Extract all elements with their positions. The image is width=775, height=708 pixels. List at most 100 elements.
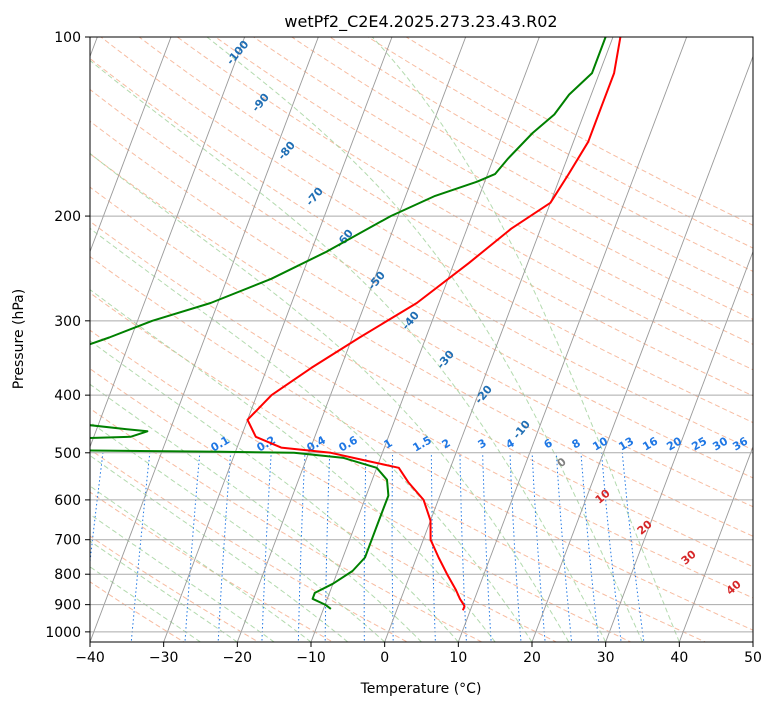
moist-adiabat <box>90 340 459 642</box>
moist-adiabat <box>90 227 533 642</box>
moist-adiabat <box>90 152 570 642</box>
mixing-ratio-line <box>391 452 394 642</box>
dewpoint-line <box>90 37 607 610</box>
axes: −40 −30 −20 −10 0 10 20 30 40 5010020030040050060… <box>45 30 762 666</box>
isotherm-label: 30 <box>679 547 699 567</box>
y-tick-label: 500 <box>54 446 81 462</box>
isotherm-line <box>605 250 753 642</box>
mixing-ratio-line <box>430 452 436 642</box>
isotherm-line <box>457 37 688 642</box>
dry-adiabat <box>90 407 483 642</box>
isotherm-label: -20 <box>472 383 495 407</box>
chart-title: wetPf2_C2E4.2025.273.23.43.R02 <box>284 12 557 32</box>
moist-adiabat <box>90 485 312 642</box>
mixing-ratio-label: 25 <box>689 435 709 454</box>
mixing-ratio-line <box>261 452 272 642</box>
dry-adiabat <box>90 186 753 568</box>
moist-adiabat <box>90 513 275 642</box>
mixing-ratio-line <box>130 452 151 642</box>
y-tick-label: 900 <box>54 598 81 614</box>
isotherm-label: -90 <box>249 91 272 115</box>
mixing-ratio-label: 13 <box>616 435 636 454</box>
mixing-ratio-line <box>509 452 522 642</box>
mixing-ratio-line <box>601 452 622 642</box>
moist-adiabat <box>206 37 643 642</box>
isotherm-line <box>163 37 393 642</box>
moist-adiabat <box>90 421 386 642</box>
mixing-ratio-label: 6 <box>542 436 555 451</box>
dry-adiabat <box>90 153 753 537</box>
isotherm-line <box>310 37 540 642</box>
isotherm-line <box>236 37 467 642</box>
x-tick-label: 30 <box>597 650 615 666</box>
moist-adiabat <box>90 540 238 642</box>
y-tick-label: 700 <box>54 533 81 549</box>
mixing-ratio-label: 36 <box>730 434 750 453</box>
dry-adiabat <box>90 256 753 631</box>
mixing-ratio-line <box>531 452 546 642</box>
isotherm-label: -50 <box>365 269 388 293</box>
temperature-line <box>246 37 622 611</box>
y-tick-label: 800 <box>54 567 81 583</box>
y-tick-label: 600 <box>54 493 81 509</box>
isotherm-label: 10 <box>593 486 613 506</box>
isotherm-line <box>384 37 614 642</box>
isotherm-line <box>90 37 172 253</box>
dry-adiabat <box>90 88 753 479</box>
dry-adiabat <box>90 57 753 451</box>
mixing-ratio-label: 4 <box>504 436 517 451</box>
isotherm-line <box>90 37 319 642</box>
mixing-ratio-line <box>621 452 645 642</box>
x-tick-label: 10 <box>449 650 467 666</box>
isotherm-line <box>90 37 246 449</box>
y-tick-label: 300 <box>54 314 81 330</box>
dry-adiabat <box>90 491 334 642</box>
moist-adiabat <box>90 383 422 642</box>
mixing-ratio-line <box>297 452 306 642</box>
x-tick-label: −20 <box>223 650 253 666</box>
dry-adiabat <box>176 37 753 371</box>
isotherm-label: -100 <box>224 38 252 68</box>
plot-area: 0.1 0.2 0.4 0.6 1 1.5 2 3 4 6 8 10 13 16 20 25 30 36-100-… <box>90 37 753 642</box>
isotherm-label: -70 <box>303 185 326 209</box>
isotherm-line <box>752 640 753 642</box>
mixing-ratio-line <box>482 452 492 642</box>
x-tick-label: 20 <box>523 650 541 666</box>
mixing-ratio-line <box>459 452 467 642</box>
moist-adiabat <box>90 59 607 642</box>
dry-adiabat <box>90 535 260 642</box>
dry-adiabat <box>367 37 753 249</box>
mixing-ratio-line <box>90 452 104 566</box>
plot-frame <box>89 36 754 643</box>
dry-adiabat <box>100 37 753 424</box>
mixing-ratio-label: 0.6 <box>337 433 361 454</box>
dry-adiabat <box>90 368 558 642</box>
dry-adiabat <box>138 37 753 397</box>
isotherm-line <box>678 445 753 642</box>
mixing-ratio-label: 30 <box>710 434 730 453</box>
dry-adiabat <box>90 292 707 642</box>
moist-adiabat <box>90 289 496 642</box>
moist-adiabat <box>371 37 680 642</box>
y-tick-label: 100 <box>54 30 81 46</box>
isotherm-label: -10 <box>510 418 533 442</box>
mixing-ratio-line <box>184 452 201 642</box>
x-tick-label: −30 <box>149 650 179 666</box>
isotherm-label: 0 <box>555 455 569 470</box>
isotherm-label: -30 <box>434 348 457 372</box>
x-tick-label: 50 <box>744 650 762 666</box>
y-tick-label: 400 <box>54 388 81 404</box>
y-tick-label: 1000 <box>45 625 81 641</box>
x-axis-title: Temperature (°C) <box>360 681 482 697</box>
mixing-ratio-label: 3 <box>476 436 489 451</box>
dry-adiabat <box>90 581 185 642</box>
dry-adiabat <box>329 37 753 272</box>
y-tick-label: 200 <box>54 209 81 225</box>
y-axis-title: Pressure (hPa) <box>11 289 27 389</box>
x-tick-label: 40 <box>670 650 688 666</box>
x-tick-label: −40 <box>75 650 105 666</box>
mixing-ratio-label: 16 <box>640 434 660 453</box>
mixing-ratio-label: 1.5 <box>411 433 434 454</box>
isotherm-label: 40 <box>724 577 744 597</box>
